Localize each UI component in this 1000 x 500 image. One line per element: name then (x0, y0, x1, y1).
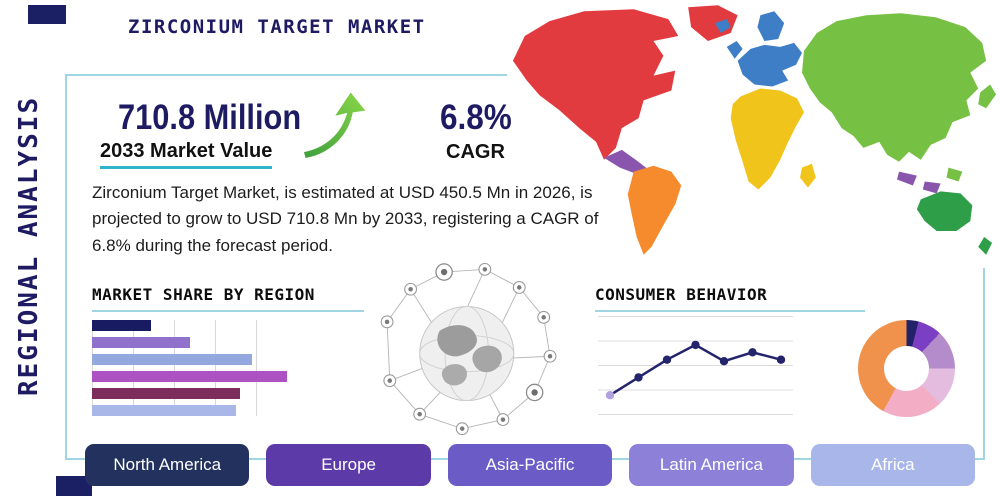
map-africa (730, 88, 804, 190)
map-madagascar (800, 163, 816, 188)
line-point-1 (634, 373, 643, 382)
map-indonesia-east (922, 181, 941, 194)
map-uk (726, 40, 743, 59)
consumer-behavior-line-chart (598, 316, 793, 416)
market-value-stat: 710.8 Million (118, 98, 302, 137)
globe-network-graphic (380, 263, 557, 435)
bar-row-0 (92, 320, 297, 331)
market-share-bar-chart (92, 320, 297, 416)
map-iceland (714, 19, 731, 34)
region-button-africa[interactable]: Africa (810, 444, 976, 486)
map-south-america (627, 165, 682, 255)
cagr-label: CAGR (446, 141, 505, 163)
map-greenland (688, 5, 738, 41)
map-europe (737, 42, 802, 87)
map-central-america (604, 149, 649, 174)
map-north-america (512, 9, 679, 160)
consumer-behavior-heading-rule (595, 310, 865, 312)
map-australia (916, 191, 973, 232)
bar-segment-0 (92, 320, 152, 331)
bar-segment-1 (92, 337, 191, 348)
bar-segment-4 (92, 388, 240, 399)
map-asia (802, 13, 987, 162)
bar-segment-3 (92, 371, 287, 382)
consumer-behavior-heading: CONSUMER BEHAVIOR (595, 285, 768, 304)
corner-accent-top (28, 5, 66, 24)
bar-segment-5 (92, 405, 236, 416)
region-button-latin-america[interactable]: Latin America (629, 444, 794, 486)
line-point-5 (748, 348, 757, 357)
line-point-2 (662, 355, 672, 364)
region-button-asia-pacific[interactable]: Asia-Pacific (447, 444, 613, 486)
cagr-stat: 6.8% (440, 98, 512, 137)
line-point-4 (719, 357, 729, 366)
market-value-label: 2033 Market Value (100, 140, 273, 169)
corner-accent-bottom (56, 476, 92, 496)
bar-row-5 (92, 405, 297, 416)
line-point-3 (691, 340, 700, 350)
line-point-0 (605, 391, 615, 400)
vertical-section-label: REGIONAL ANALYSIS (14, 95, 44, 397)
frame-border-right (983, 268, 985, 460)
line-point-6 (776, 355, 786, 364)
bar-row-1 (92, 337, 297, 348)
bar-row-4 (92, 388, 297, 399)
region-button-europe[interactable]: Europe (266, 444, 431, 486)
market-share-donut-chart (858, 320, 955, 417)
map-japan (978, 84, 997, 109)
bar-row-3 (92, 371, 297, 382)
frame-border-left (65, 74, 67, 460)
growth-arrow-icon (301, 89, 370, 161)
map-philippines (946, 167, 963, 182)
bar-segment-2 (92, 354, 252, 365)
world-map (512, 5, 997, 255)
market-description: Zirconium Target Market, is estimated at… (92, 183, 599, 255)
page-title: ZIRCONIUM TARGET MARKET (128, 16, 426, 38)
frame-border-top (65, 74, 507, 76)
map-new-zealand (978, 236, 993, 255)
bar-row-2 (92, 354, 297, 365)
map-indonesia-west (897, 171, 917, 186)
region-button-north-america[interactable]: North America (85, 444, 250, 486)
map-scandinavia (757, 11, 785, 41)
region-buttons-row: North America Europe Asia-Pacific Latin … (85, 444, 976, 486)
market-share-heading-rule (92, 310, 364, 312)
market-share-heading: MARKET SHARE BY REGION (92, 285, 315, 304)
